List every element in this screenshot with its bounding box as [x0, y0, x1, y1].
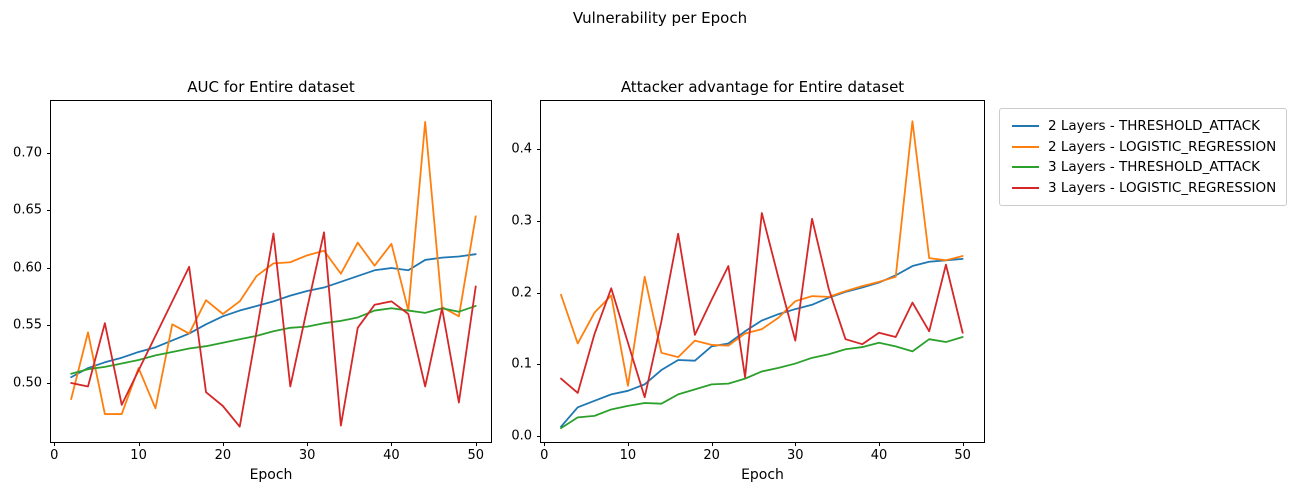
y-tick-label: 0.1	[511, 356, 532, 372]
y-tick-mark	[47, 325, 51, 327]
y-tick-mark	[537, 292, 541, 294]
y-tick-label: 0.60	[13, 260, 42, 276]
figure-suptitle: Vulnerability per Epoch	[572, 9, 748, 27]
y-tick-label: 0.65	[13, 202, 42, 218]
subplot-auc-plot-area	[70, 121, 477, 428]
legend-label: 3 Layers - THRESHOLD_ATTACK	[1048, 159, 1260, 176]
x-tick-label: 0	[50, 448, 59, 463]
x-tick-mark	[962, 442, 964, 446]
x-tick-label: 50	[954, 448, 971, 463]
legend-item: 2 Layers - LOGISTIC_REGRESSION	[1008, 137, 1276, 158]
subplot-auc-title: AUC for Entire dataset	[187, 78, 355, 96]
line-2-layers-threshold-attack	[560, 257, 964, 428]
subplot-advantage: Attacker advantage for Entire dataset Ep…	[511, 78, 985, 483]
x-tick-label: 30	[787, 448, 804, 463]
subplot-advantage-plot-area	[560, 120, 964, 429]
legend-box: 2 Layers - THRESHOLD_ATTACK 2 Layers - L…	[999, 108, 1288, 206]
y-tick-mark	[537, 220, 541, 222]
line-3-layers-threshold-attack	[70, 305, 477, 375]
x-tick-label: 20	[703, 448, 720, 463]
y-tick-mark	[47, 267, 51, 269]
legend-label: 2 Layers - LOGISTIC_REGRESSION	[1048, 138, 1277, 155]
y-tick-label: 0.70	[13, 145, 42, 161]
x-tick-label: 20	[214, 448, 232, 463]
x-tick-mark	[878, 442, 880, 446]
legend-item: 3 Layers - LOGISTIC_REGRESSION	[1008, 178, 1276, 199]
subplot-auc: AUC for Entire dataset Epoch 0 10 20 30 40 50…	[13, 78, 492, 483]
line-3-layers-logistic-regression	[560, 212, 964, 399]
y-tick-label: 0.3	[511, 213, 532, 229]
legend-label: 3 Layers - LOGISTIC_REGRESSION	[1048, 179, 1277, 196]
line-3-layers-logistic-regression	[70, 231, 477, 428]
x-tick-mark	[138, 442, 140, 446]
legend-item: 2 Layers - THRESHOLD_ATTACK	[1008, 116, 1276, 137]
y-tick-label: 0.50	[13, 375, 42, 391]
x-tick-label: 40	[870, 448, 888, 463]
subplot-advantage-xlabel: Epoch	[741, 467, 784, 483]
y-tick-mark	[47, 383, 51, 384]
y-tick-label: 0.2	[511, 285, 532, 301]
x-tick-mark	[475, 442, 477, 446]
line-3-layers-threshold-attack	[560, 336, 964, 429]
legend-line-swatch-orange	[1012, 145, 1039, 148]
x-tick-label: 0	[540, 448, 549, 463]
x-tick-mark	[711, 442, 713, 446]
y-tick-label: 0.4	[511, 141, 532, 157]
x-tick-mark	[222, 442, 224, 446]
x-tick-label: 30	[298, 448, 316, 463]
y-tick-label: 0.0	[511, 428, 532, 444]
line-2-layers-logistic-regression	[70, 121, 477, 415]
y-tick-mark	[537, 149, 541, 151]
legend-line-swatch-blue	[1012, 125, 1039, 128]
x-tick-label: 40	[383, 448, 400, 463]
legend-line-swatch-green	[1012, 166, 1039, 169]
line-2-layers-threshold-attack	[70, 253, 477, 379]
legend-line-swatch-red	[1012, 186, 1039, 189]
x-tick-label: 10	[619, 448, 637, 463]
line-2-layers-logistic-regression	[560, 120, 964, 387]
x-tick-mark	[544, 442, 546, 446]
x-tick-mark	[307, 442, 309, 446]
y-tick-mark	[47, 152, 51, 154]
x-tick-mark	[391, 442, 393, 446]
legend-item: 3 Layers - THRESHOLD_ATTACK	[1008, 157, 1276, 178]
x-tick-mark	[795, 442, 797, 446]
x-tick-label: 10	[130, 448, 147, 463]
y-tick-mark	[47, 210, 51, 212]
x-tick-mark	[627, 442, 629, 446]
subplot-auc-xlabel: Epoch	[249, 467, 293, 483]
y-tick-label: 0.55	[13, 317, 42, 333]
legend-label: 2 Layers - THRESHOLD_ATTACK	[1048, 118, 1260, 135]
y-tick-mark	[537, 435, 541, 437]
x-tick-label: 50	[467, 448, 485, 463]
x-tick-mark	[54, 442, 56, 446]
y-tick-mark	[537, 364, 541, 366]
subplot-advantage-title: Attacker advantage for Entire dataset	[620, 78, 905, 96]
